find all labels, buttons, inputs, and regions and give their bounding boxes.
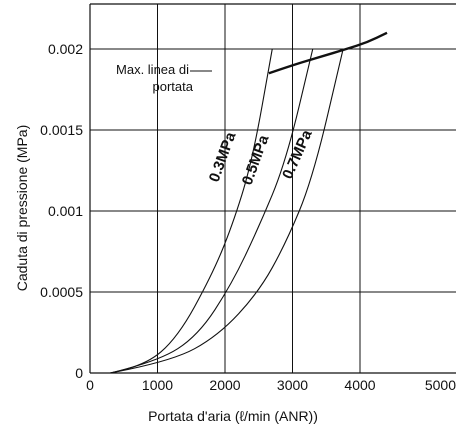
curve-label-0-5mpa: 0.5MPa <box>239 132 273 187</box>
x-tick-labels: 0 1000 2000 3000 4000 5000 <box>86 377 456 393</box>
y-tick-label: 0.0015 <box>40 122 83 138</box>
y-tick-label: 0 <box>75 365 83 381</box>
x-tick-label: 2000 <box>209 377 240 393</box>
y-tick-labels: 0 0.0005 0.001 0.0015 0.002 <box>40 41 83 381</box>
pressure-curve-0-5mpa <box>110 48 314 374</box>
x-tick-label: 4000 <box>344 377 375 393</box>
series-group <box>110 31 388 374</box>
x-axis-title: Portata d'aria (ℓ/min (ANR)) <box>148 408 318 424</box>
pressure-curve-0-7mpa <box>110 48 344 374</box>
x-tick-label: 1000 <box>142 377 173 393</box>
y-tick-label: 0.002 <box>48 41 83 57</box>
pressure-curve-0-3mpa <box>110 48 273 374</box>
grid <box>89 3 456 374</box>
max-line-annotation-line1: Max. linea di <box>116 62 189 77</box>
y-axis-title: Caduta di pressione (MPa) <box>14 125 30 292</box>
y-tick-label: 0.0005 <box>40 284 83 300</box>
x-tick-label: 5000 <box>425 377 456 393</box>
curve-label-0-3mpa: 0.3MPa <box>206 129 240 184</box>
curve-label-0-7mpa: 0.7MPa <box>279 127 316 182</box>
y-tick-label: 0.001 <box>48 203 83 219</box>
x-tick-label: 0 <box>86 377 94 393</box>
x-tick-label: 3000 <box>277 377 308 393</box>
max-line-annotation-line2: portata <box>153 79 194 94</box>
max-flow-line <box>268 31 388 75</box>
